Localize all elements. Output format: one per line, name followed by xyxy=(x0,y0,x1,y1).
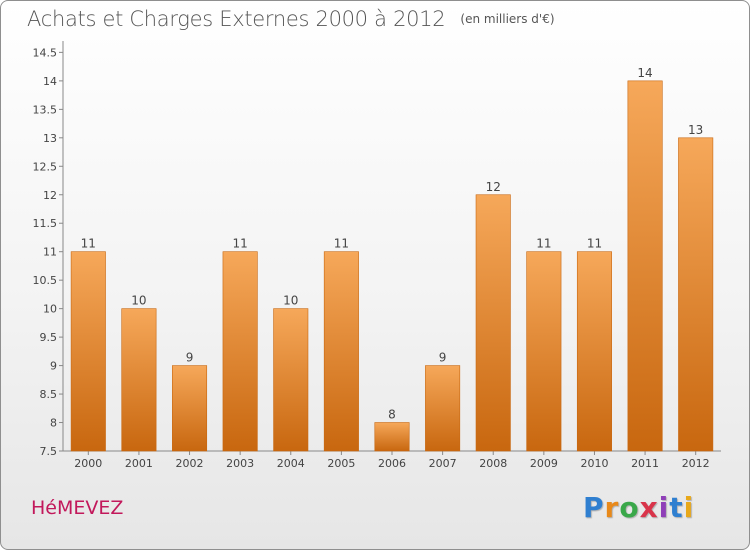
bar-value-label: 12 xyxy=(486,180,501,194)
x-tick-label: 2012 xyxy=(682,457,710,470)
x-tick-label: 2006 xyxy=(378,457,406,470)
x-tick-label: 2009 xyxy=(530,457,558,470)
x-tick-label: 2010 xyxy=(580,457,608,470)
logo-letter: i xyxy=(658,491,670,524)
y-tick-label: 11.5 xyxy=(33,217,58,230)
x-tick-label: 2011 xyxy=(631,457,659,470)
commune-name: HéMEVEZ xyxy=(31,497,124,519)
x-tick-label: 2004 xyxy=(277,457,305,470)
bar-value-label: 11 xyxy=(334,237,349,251)
y-tick-label: 9.5 xyxy=(40,331,58,344)
bar-value-label: 11 xyxy=(81,237,96,251)
chart-title-block: Achats et Charges Externes 2000 à 2012 (… xyxy=(27,7,555,31)
y-tick-label: 13.5 xyxy=(33,103,58,116)
y-tick-label: 12.5 xyxy=(33,160,58,173)
bar-value-label: 10 xyxy=(131,294,146,308)
bar-value-label: 11 xyxy=(233,237,248,251)
logo-letter: P xyxy=(583,491,605,524)
bar xyxy=(172,365,208,452)
x-tick-label: 2008 xyxy=(479,457,507,470)
bar-value-label: 11 xyxy=(536,237,551,251)
bar xyxy=(475,194,511,452)
y-tick-label: 8 xyxy=(50,417,57,430)
logo-letter: x xyxy=(639,491,659,524)
x-tick-label: 2007 xyxy=(429,457,457,470)
bar xyxy=(425,365,461,452)
bar-value-label: 14 xyxy=(637,66,652,80)
y-tick-label: 10.5 xyxy=(33,274,58,287)
bar xyxy=(576,251,612,452)
x-tick-label: 2001 xyxy=(125,457,153,470)
x-tick-label: 2000 xyxy=(74,457,102,470)
y-tick-label: 8.5 xyxy=(40,388,58,401)
bar xyxy=(374,422,410,452)
bar-value-label: 10 xyxy=(283,294,298,308)
bar xyxy=(526,251,562,452)
bar xyxy=(627,80,663,452)
y-tick-label: 14 xyxy=(43,75,57,88)
y-tick-label: 13 xyxy=(43,132,57,145)
bar-value-label: 8 xyxy=(388,408,396,422)
bar xyxy=(678,137,714,452)
logo-letter: o xyxy=(619,491,640,524)
bar xyxy=(70,251,106,452)
y-tick-label: 12 xyxy=(43,189,57,202)
bar-value-label: 9 xyxy=(186,351,194,365)
y-tick-label: 10 xyxy=(43,303,57,316)
bar-value-label: 9 xyxy=(439,351,447,365)
y-tick-label: 14.5 xyxy=(33,46,58,59)
bar-value-label: 11 xyxy=(587,237,602,251)
bar xyxy=(273,308,309,452)
chart-title: Achats et Charges Externes 2000 à 2012 xyxy=(27,7,446,31)
x-tick-label: 2003 xyxy=(226,457,254,470)
y-tick-label: 9 xyxy=(50,360,57,373)
chart-unit: (en milliers d'€) xyxy=(460,12,555,26)
y-tick-label: 11 xyxy=(43,246,57,259)
logo-letter: i xyxy=(683,491,695,524)
logo-letter: t xyxy=(669,491,684,524)
logo-letter: r xyxy=(604,491,620,524)
bar xyxy=(323,251,359,452)
x-tick-label: 2005 xyxy=(327,457,355,470)
bar xyxy=(121,308,157,452)
bar xyxy=(222,251,258,452)
proxiti-logo: Proxiti xyxy=(583,491,694,524)
y-tick-label: 7.5 xyxy=(40,445,58,458)
x-tick-label: 2002 xyxy=(176,457,204,470)
bar-value-label: 13 xyxy=(688,123,703,137)
